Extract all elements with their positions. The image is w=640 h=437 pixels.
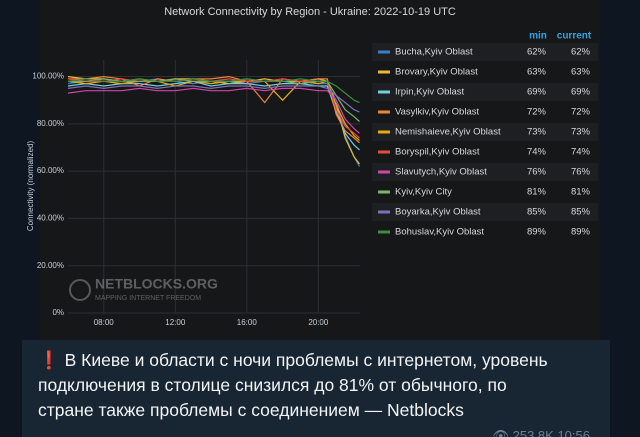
legend-min: 72%	[527, 107, 547, 118]
legend-label: Kyiv,Kyiv City	[395, 187, 452, 198]
message-bubble: ❗ В Киеве и области с ночи проблемы с ин…	[22, 340, 610, 437]
series-line	[67, 85, 360, 113]
time: 10:56	[557, 428, 590, 437]
legend-min: 81%	[527, 187, 547, 198]
legend-min: 85%	[527, 207, 547, 218]
chart-panel: Network Connectivity by Region - Ukraine…	[26, 5, 598, 328]
message-line: подключения в столице снизился до 81% от…	[38, 375, 507, 395]
y-tick-label: 60.00%	[37, 166, 64, 175]
legend-min: 74%	[527, 147, 547, 158]
message-meta: 👁 253.8K 10:56	[492, 428, 590, 437]
y-tick-label: 0%	[52, 308, 64, 317]
chart-title: Network Connectivity by Region - Ukraine…	[164, 6, 456, 18]
views: 253.8K	[512, 428, 554, 437]
legend-current: 74%	[571, 147, 591, 158]
watermark-tagline: MAPPING INTERNET FREEDOM	[95, 295, 201, 302]
legend-header: current	[557, 31, 592, 42]
legend-label: Brovary,Kyiv Oblast	[395, 67, 478, 78]
legend-label: Vasylkiv,Kyiv Oblast	[395, 107, 479, 118]
legend-row-bg	[372, 123, 598, 141]
legend-current: 76%	[571, 167, 591, 178]
message-line: ❗ В Киеве и области с ночи проблемы с ин…	[38, 350, 548, 370]
y-tick-label: 100.00%	[32, 72, 64, 81]
y-tick-label: 20.00%	[37, 261, 64, 270]
series-line	[67, 78, 360, 104]
x-tick-label: 20:00	[308, 318, 329, 327]
legend-current: 62%	[571, 47, 591, 58]
legend-current: 69%	[571, 87, 591, 98]
x-tick-label: 12:00	[165, 318, 186, 327]
watermark-brand: NETBLOCKS.ORG	[95, 276, 218, 292]
legend-header: min	[529, 31, 547, 42]
legend-current: 72%	[571, 107, 591, 118]
legend-label: Boyarka,Kyiv Oblast	[395, 207, 481, 218]
legend-label: Irpin,Kyiv Oblast	[395, 87, 465, 98]
legend-current: 85%	[571, 207, 591, 218]
y-tick-label: 80.00%	[37, 119, 64, 128]
legend-label: Nemishaieve,Kyiv Oblast	[395, 127, 501, 138]
legend-row-bg	[372, 203, 598, 221]
watermark-logo	[69, 279, 91, 301]
legend-min: 69%	[527, 87, 547, 98]
series-line	[67, 80, 360, 141]
y-tick-label: 40.00%	[37, 214, 64, 223]
y-axis-label: Connectivity (normalized)	[26, 141, 35, 232]
message-line: стране также проблемы с соединением — Ne…	[38, 400, 464, 420]
x-tick-label: 16:00	[237, 318, 258, 327]
legend-row-bg	[372, 43, 598, 61]
legend-row-bg	[372, 83, 598, 101]
legend-min: 89%	[527, 227, 547, 238]
legend-current: 73%	[571, 127, 591, 138]
watermark: NETBLOCKS.ORG MAPPING INTERNET FREEDOM	[69, 276, 218, 302]
legend-label: Bucha,Kyiv Oblast	[395, 47, 473, 58]
legend-label: Bohuslav,Kyiv Oblast	[395, 227, 484, 238]
legend-current: 63%	[571, 67, 591, 78]
legend-min: 63%	[527, 67, 547, 78]
legend-label: Slavutych,Kyiv Oblast	[395, 167, 487, 178]
series-line	[68, 75, 360, 144]
legend-min: 76%	[527, 167, 547, 178]
series-line	[67, 87, 360, 134]
legend-current: 89%	[571, 227, 591, 238]
legend-min: 62%	[527, 47, 547, 58]
legend-row-bg	[372, 163, 598, 181]
legend-current: 81%	[571, 187, 591, 198]
legend-label: Boryspil,Kyiv Oblast	[395, 147, 480, 158]
views-icon: 👁	[492, 428, 509, 437]
legend-min: 73%	[527, 127, 547, 138]
x-tick-label: 08:00	[94, 318, 115, 327]
